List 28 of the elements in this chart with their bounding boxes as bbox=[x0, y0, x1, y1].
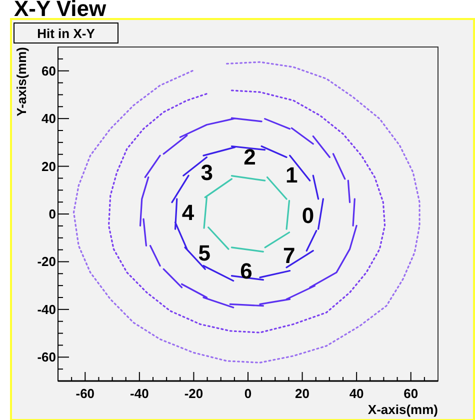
y-tick-label: 20 bbox=[42, 158, 56, 174]
y-tick-label: 0 bbox=[48, 206, 56, 222]
chart-title: X-Y View bbox=[14, 0, 108, 21]
annotation: 5 bbox=[198, 240, 210, 266]
annotation: 2 bbox=[244, 144, 256, 170]
annotation: 0 bbox=[302, 203, 314, 228]
y-tick-label: -40 bbox=[37, 302, 56, 317]
annotation: 1 bbox=[286, 162, 298, 188]
y-axis-title: Y-axis(mm) bbox=[14, 47, 29, 116]
line-series bbox=[72, 61, 420, 364]
y-tick-label: 40 bbox=[42, 111, 56, 126]
annotation: 7 bbox=[283, 242, 296, 268]
y-tick-label: -20 bbox=[37, 254, 56, 270]
annotation: 3 bbox=[200, 160, 213, 186]
chart-subtitle: Hit in X-Y bbox=[37, 26, 96, 41]
x-tick-label: 20 bbox=[295, 386, 310, 401]
x-axis-title: X-axis(mm) bbox=[368, 402, 438, 417]
x-tick-label: -20 bbox=[184, 386, 204, 401]
x-tick-label: 0 bbox=[244, 386, 252, 401]
annotation: 4 bbox=[182, 200, 195, 225]
x-tick-label: -40 bbox=[130, 386, 149, 401]
y-tick-label: -60 bbox=[37, 350, 56, 365]
x-tick-label: 60 bbox=[404, 386, 418, 401]
x-tick-label: -60 bbox=[76, 386, 95, 401]
annotation: 6 bbox=[240, 258, 252, 284]
y-tick-label: 60 bbox=[42, 63, 56, 78]
x-tick-label: 40 bbox=[349, 386, 364, 401]
line-series bbox=[108, 90, 386, 334]
